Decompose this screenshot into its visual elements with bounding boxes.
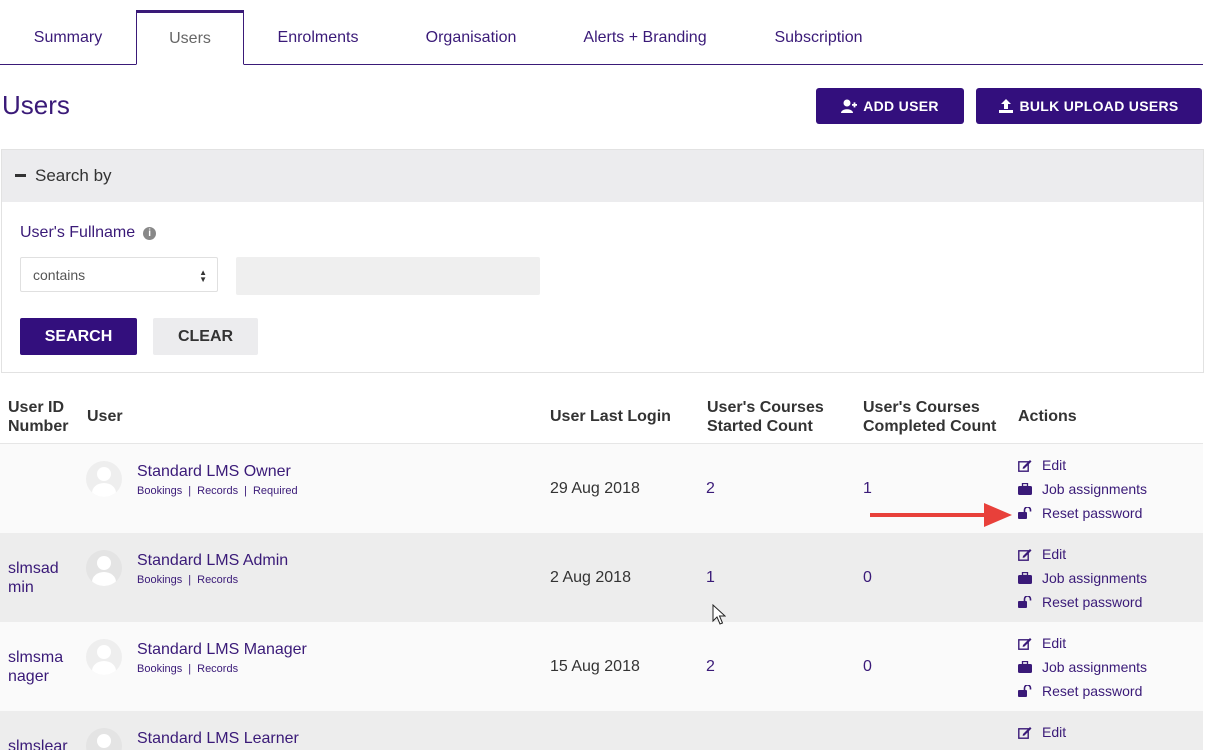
table-row: slmsmanager Standard LMS Manager Booking…: [0, 622, 1203, 711]
col-header-user-id[interactable]: User ID Number: [8, 399, 69, 435]
tab-summary[interactable]: Summary: [33, 29, 103, 46]
briefcase-icon: [1018, 661, 1032, 673]
user-sublinks: Bookings | Records | Required: [137, 485, 298, 497]
upload-icon: [999, 99, 1014, 113]
started-count: 2: [706, 480, 715, 497]
user-sublinks: Bookings | Records: [137, 574, 239, 586]
unlock-icon: [1018, 507, 1032, 519]
completed-count: 0: [863, 658, 872, 675]
tab-subscription[interactable]: Subscription: [774, 29, 863, 46]
avatar: [86, 461, 122, 497]
edit-icon: [1018, 727, 1032, 739]
user-id-number: slmslear: [8, 738, 68, 750]
table-row: slmslear Standard LMS Learner Edit: [0, 711, 1203, 750]
operator-select-value: contains: [33, 267, 86, 283]
collapse-icon: [15, 174, 26, 178]
annotation-arrow-icon: [870, 503, 1012, 527]
select-arrows-icon: ▲ ▼: [199, 268, 207, 284]
tab-bar: Summary Users Enrolments Organisation Al…: [0, 10, 1203, 65]
table-row: Standard LMS Owner Bookings | Records | Requ…: [0, 444, 1203, 533]
add-user-icon: [841, 99, 858, 113]
started-count: 1: [706, 569, 715, 586]
avatar: [86, 550, 122, 586]
add-user-label: ADD USER: [863, 98, 939, 114]
records-link[interactable]: Records: [197, 663, 239, 675]
edit-icon: [1018, 460, 1032, 472]
last-login: 15 Aug 2018: [550, 658, 640, 675]
table-header: User ID Number User User Last Login User'…: [0, 383, 1203, 444]
completed-count: 0: [863, 569, 872, 586]
edit-icon: [1018, 638, 1032, 650]
last-login: 29 Aug 2018: [550, 480, 640, 497]
search-panel-title: Search by: [35, 166, 112, 185]
user-name-link[interactable]: Standard LMS Learner: [137, 730, 299, 747]
required-link[interactable]: Required: [252, 485, 298, 497]
tab-organisation[interactable]: Organisation: [425, 29, 517, 46]
search-panel-toggle[interactable]: Search by: [2, 150, 1203, 202]
fullname-label-text: User's Fullname: [20, 224, 136, 241]
user-id-number: slmsmanager: [8, 649, 64, 685]
operator-select[interactable]: contains ▲ ▼: [20, 257, 218, 292]
col-header-completed[interactable]: User's Courses Completed Count: [863, 399, 997, 435]
user-name-link[interactable]: Standard LMS Manager: [137, 641, 307, 658]
started-count: 2: [706, 658, 715, 675]
avatar: [86, 728, 122, 750]
info-icon[interactable]: i: [143, 227, 157, 240]
clear-button[interactable]: CLEAR: [153, 318, 258, 355]
completed-count: 1: [863, 480, 872, 497]
bookings-link[interactable]: Bookings: [137, 663, 183, 675]
page-title: Users: [2, 90, 70, 120]
fullname-field-label: User's Fullname i: [20, 224, 157, 242]
table-row: slmsadmin Standard LMS Admin Bookings | Re…: [0, 533, 1203, 622]
col-header-actions: Actions: [1018, 408, 1077, 425]
bulk-upload-label: BULK UPLOAD USERS: [1019, 98, 1179, 114]
fullname-search-input[interactable]: [236, 257, 540, 295]
unlock-icon: [1018, 596, 1032, 608]
edit-icon: [1018, 549, 1032, 561]
bookings-link[interactable]: Bookings: [137, 574, 183, 586]
unlock-icon: [1018, 685, 1032, 697]
records-link[interactable]: Records: [197, 485, 239, 497]
user-sublinks: Bookings | Records: [137, 663, 239, 675]
avatar: [86, 639, 122, 675]
search-panel: Search by User's Fullname i contains ▲ ▼ S…: [1, 149, 1204, 373]
add-user-button[interactable]: ADD USER: [816, 88, 964, 124]
records-link[interactable]: Records: [197, 574, 239, 586]
tab-users[interactable]: Users: [136, 10, 244, 65]
mouse-cursor-icon: [712, 604, 726, 625]
col-header-user[interactable]: User: [87, 408, 123, 425]
briefcase-icon: [1018, 483, 1032, 495]
briefcase-icon: [1018, 572, 1032, 584]
search-button[interactable]: SEARCH: [20, 318, 137, 355]
bulk-upload-users-button[interactable]: BULK UPLOAD USERS: [976, 88, 1202, 124]
last-login: 2 Aug 2018: [550, 569, 631, 586]
user-name-link[interactable]: Standard LMS Admin: [137, 552, 289, 569]
user-name-link[interactable]: Standard LMS Owner: [137, 463, 291, 480]
tab-alerts-branding[interactable]: Alerts + Branding: [583, 29, 707, 46]
user-id-number: slmsadmin: [8, 560, 59, 596]
col-header-last-login[interactable]: User Last Login: [550, 408, 671, 425]
col-header-started[interactable]: User's Courses Started Count: [707, 399, 824, 435]
bookings-link[interactable]: Bookings: [137, 485, 183, 497]
tab-enrolments[interactable]: Enrolments: [277, 29, 359, 46]
